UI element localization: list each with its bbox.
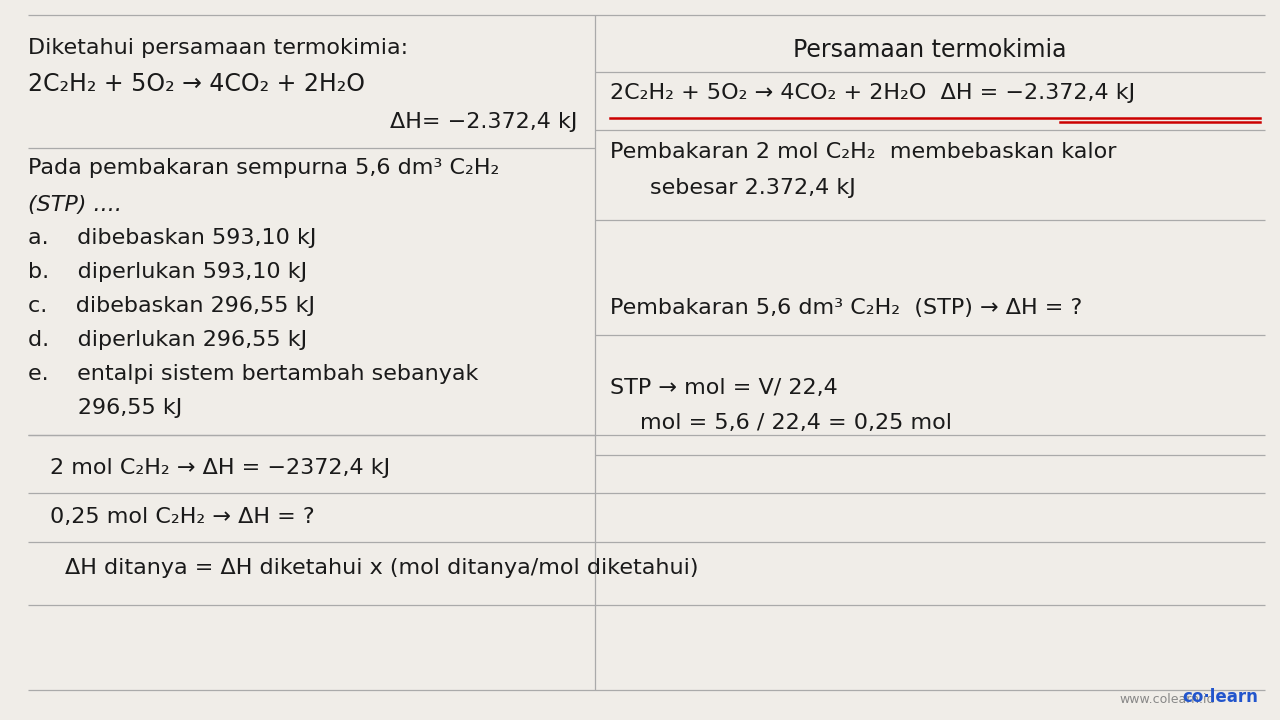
Text: c.    dibebaskan 296,55 kJ: c. dibebaskan 296,55 kJ xyxy=(28,296,315,316)
Text: 0,25 mol C₂H₂ → ΔH = ?: 0,25 mol C₂H₂ → ΔH = ? xyxy=(50,507,315,527)
Text: b.    diperlukan 593,10 kJ: b. diperlukan 593,10 kJ xyxy=(28,262,307,282)
Text: co·learn: co·learn xyxy=(1183,688,1258,706)
Text: Diketahui persamaan termokimia:: Diketahui persamaan termokimia: xyxy=(28,38,408,58)
Text: 296,55 kJ: 296,55 kJ xyxy=(28,398,182,418)
Text: ΔH ditanya = ΔH diketahui x (mol ditanya/mol diketahui): ΔH ditanya = ΔH diketahui x (mol ditanya… xyxy=(65,558,699,578)
Text: 2C₂H₂ + 5O₂ → 4CO₂ + 2H₂O  ΔH = −2.372,4 kJ: 2C₂H₂ + 5O₂ → 4CO₂ + 2H₂O ΔH = −2.372,4 … xyxy=(611,83,1135,103)
Text: Persamaan termokimia: Persamaan termokimia xyxy=(794,38,1066,62)
Text: 2C₂H₂ + 5O₂ → 4CO₂ + 2H₂O: 2C₂H₂ + 5O₂ → 4CO₂ + 2H₂O xyxy=(28,72,365,96)
Text: Pembakaran 5,6 dm³ C₂H₂  (STP) → ΔH = ?: Pembakaran 5,6 dm³ C₂H₂ (STP) → ΔH = ? xyxy=(611,298,1083,318)
Text: ΔH= −2.372,4 kJ: ΔH= −2.372,4 kJ xyxy=(389,112,577,132)
Text: a.    dibebaskan 593,10 kJ: a. dibebaskan 593,10 kJ xyxy=(28,228,316,248)
Text: d.    diperlukan 296,55 kJ: d. diperlukan 296,55 kJ xyxy=(28,330,307,350)
Text: 2 mol C₂H₂ → ΔH = −2372,4 kJ: 2 mol C₂H₂ → ΔH = −2372,4 kJ xyxy=(50,458,390,478)
Text: www.colearn.id: www.colearn.id xyxy=(1120,693,1215,706)
Text: STP → mol = V/ 22,4: STP → mol = V/ 22,4 xyxy=(611,378,837,398)
Text: sebesar 2.372,4 kJ: sebesar 2.372,4 kJ xyxy=(650,178,856,198)
Text: (STP) ....: (STP) .... xyxy=(28,195,122,215)
Text: Pembakaran 2 mol C₂H₂  membebaskan kalor: Pembakaran 2 mol C₂H₂ membebaskan kalor xyxy=(611,142,1116,162)
Text: e.    entalpi sistem bertambah sebanyak: e. entalpi sistem bertambah sebanyak xyxy=(28,364,479,384)
Text: mol = 5,6 / 22,4 = 0,25 mol: mol = 5,6 / 22,4 = 0,25 mol xyxy=(640,413,952,433)
Text: Pada pembakaran sempurna 5,6 dm³ C₂H₂: Pada pembakaran sempurna 5,6 dm³ C₂H₂ xyxy=(28,158,499,178)
